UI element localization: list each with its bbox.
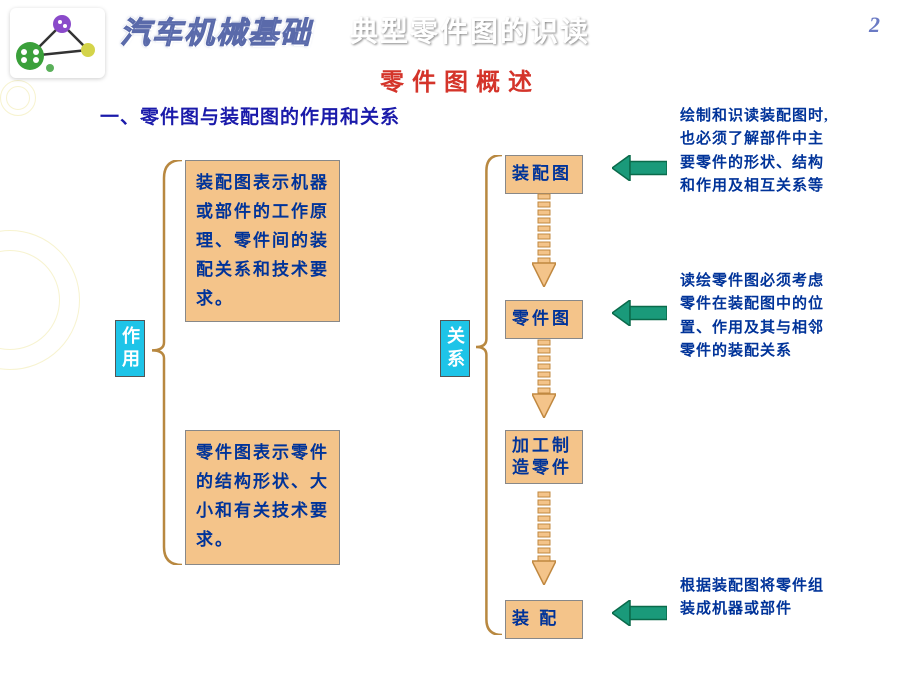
flow-node-manufacture-l1: 加工制 <box>512 436 572 455</box>
flow-node-assembly: 装 配 <box>505 600 583 639</box>
box-part-drawing-def: 零件图表示零件的结构形状、大小和有关技术要求。 <box>185 430 340 565</box>
arrow-left-icon <box>612 300 667 326</box>
arrow-left-icon <box>612 600 667 626</box>
label-relation: 关 系 <box>440 320 470 377</box>
flow-node-manufacture-l2: 造零件 <box>512 458 572 477</box>
box-assembly-drawing-def: 装配图表示机器或部件的工作原理、零件间的装配关系和技术要求。 <box>185 160 340 322</box>
flow-node-manufacture: 加工制 造零件 <box>505 430 583 484</box>
label-relation-l1: 关 <box>447 326 465 346</box>
subtitle: 零件图概述 <box>0 62 920 97</box>
label-function-l1: 作 <box>122 326 140 346</box>
flow-node-assembly-drawing: 装配图 <box>505 155 583 194</box>
arrow-down-icon <box>532 338 556 418</box>
label-function: 作 用 <box>115 320 145 377</box>
arrow-left-icon <box>612 155 667 181</box>
brace-left <box>152 160 182 565</box>
flow-node-part-drawing: 零件图 <box>505 300 583 339</box>
page-number: 2 <box>869 12 880 38</box>
side-note-3: 根据装配图将零件组装成机器或部件 <box>680 575 830 622</box>
brace-right <box>476 155 502 635</box>
label-relation-l2: 系 <box>447 349 465 369</box>
arrow-down-icon <box>532 490 556 585</box>
title-main: 汽车机械基础 <box>120 8 312 52</box>
side-note-2: 读绘零件图必须考虑零件在装配图中的位置、作用及其与相邻零件的装配关系 <box>680 270 830 363</box>
section-heading: 一、零件图与装配图的作用和关系 <box>100 102 400 129</box>
title-sub: 典型零件图的识读 <box>350 10 590 50</box>
header: 汽车机械基础 典型零件图的识读 2 <box>0 8 920 58</box>
arrow-down-icon <box>532 192 556 287</box>
side-note-1: 绘制和识读装配图时,也必须了解部件中主要零件的形状、结构和作用及相互关系等 <box>680 105 830 198</box>
label-function-l2: 用 <box>122 349 140 369</box>
